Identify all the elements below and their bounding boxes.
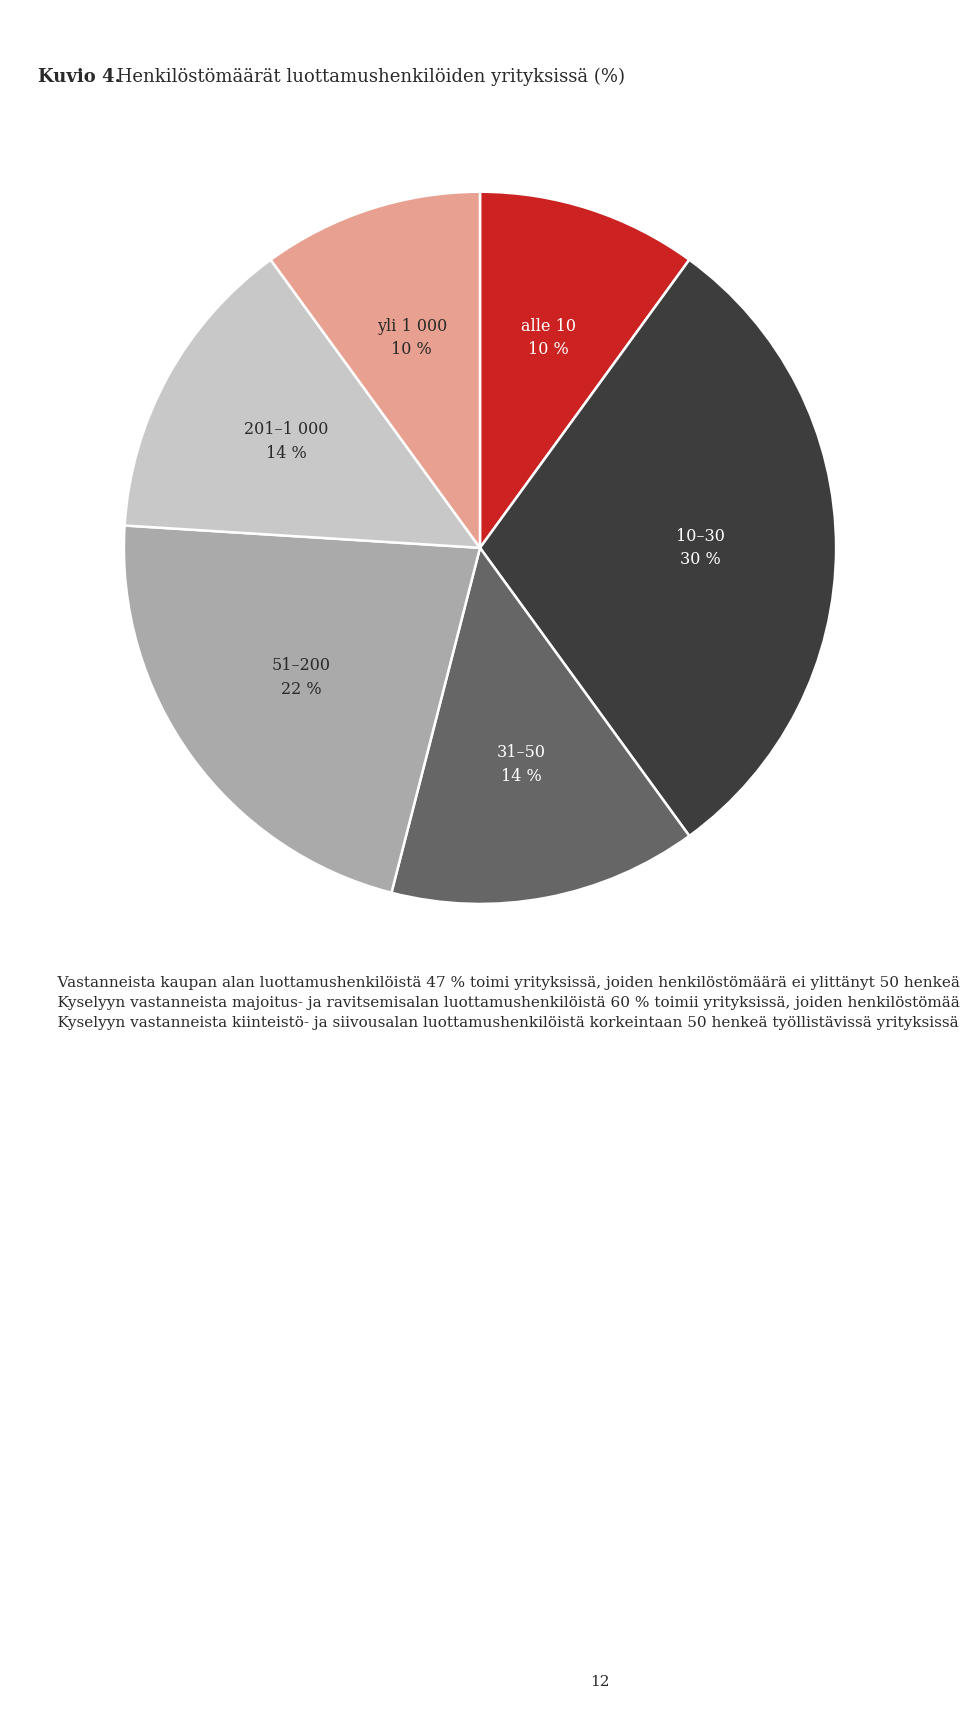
Text: yli 1 000
10 %: yli 1 000 10 % <box>376 318 447 358</box>
Text: alle 10
10 %: alle 10 10 % <box>520 318 576 358</box>
Text: 12: 12 <box>590 1674 610 1690</box>
Text: 51–200
22 %: 51–200 22 % <box>272 657 331 698</box>
Wedge shape <box>271 192 480 548</box>
Text: Kuvio 4.: Kuvio 4. <box>38 68 121 86</box>
Text: Vastanneista kaupan alan luottamushenkilöistä 47 % toimi yrityksissä, joiden hen: Vastanneista kaupan alan luottamushenkil… <box>38 976 960 1031</box>
Wedge shape <box>480 260 836 835</box>
Text: Henkilöstömäärät luottamushenkilöiden yrityksissä (%): Henkilöstömäärät luottamushenkilöiden yr… <box>110 68 625 86</box>
Text: 201–1 000
14 %: 201–1 000 14 % <box>245 421 328 462</box>
Wedge shape <box>125 260 480 548</box>
Wedge shape <box>392 548 689 904</box>
Wedge shape <box>124 526 480 892</box>
Wedge shape <box>480 192 689 548</box>
Text: 10–30
30 %: 10–30 30 % <box>677 527 725 568</box>
Text: 31–50
14 %: 31–50 14 % <box>497 745 546 786</box>
